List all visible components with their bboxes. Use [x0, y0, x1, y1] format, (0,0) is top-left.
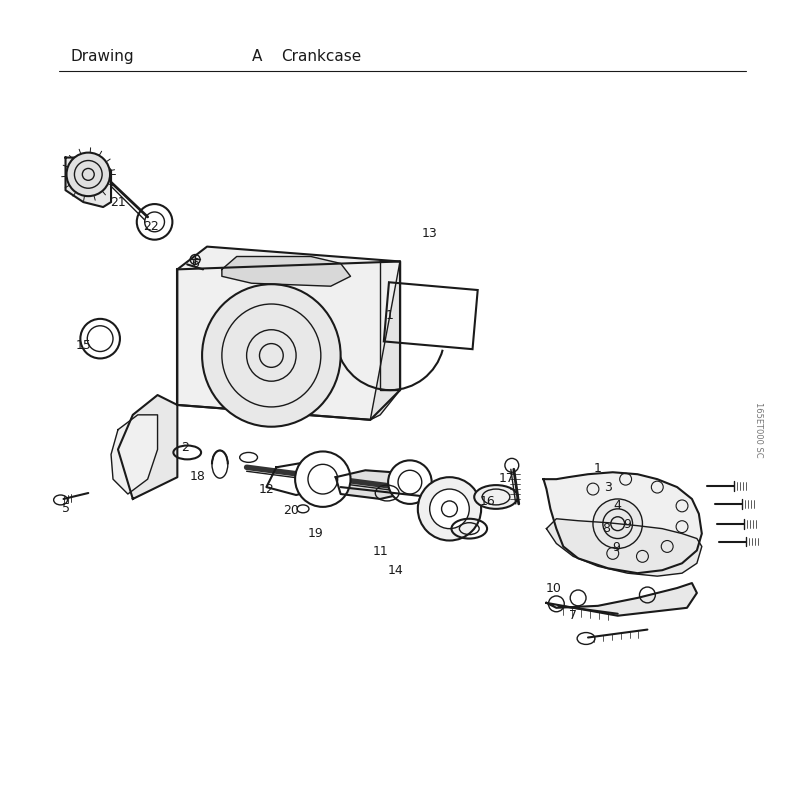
Text: 15: 15: [75, 339, 91, 352]
Polygon shape: [336, 470, 420, 499]
Text: 19: 19: [308, 527, 324, 540]
Text: 5: 5: [62, 502, 70, 515]
Polygon shape: [118, 395, 178, 499]
Text: 22: 22: [142, 220, 158, 234]
Text: 6: 6: [191, 257, 199, 270]
Bar: [384, 282, 478, 349]
Ellipse shape: [430, 489, 470, 529]
Text: 20: 20: [283, 504, 299, 518]
Text: 12: 12: [258, 482, 274, 495]
Text: 8: 8: [602, 522, 610, 535]
Text: 14: 14: [387, 564, 403, 577]
Ellipse shape: [295, 451, 350, 507]
Ellipse shape: [593, 499, 642, 549]
Text: 18: 18: [189, 470, 205, 482]
Text: 21: 21: [110, 195, 126, 209]
Text: 1: 1: [594, 462, 602, 474]
Text: 16: 16: [479, 495, 495, 509]
Text: 9: 9: [624, 518, 631, 531]
Text: 3: 3: [604, 481, 612, 494]
Polygon shape: [266, 462, 336, 495]
Ellipse shape: [202, 284, 341, 426]
Ellipse shape: [66, 153, 110, 196]
Polygon shape: [111, 415, 158, 494]
Ellipse shape: [474, 485, 518, 509]
Ellipse shape: [418, 477, 481, 541]
Polygon shape: [546, 518, 702, 576]
Text: Drawing: Drawing: [70, 49, 134, 64]
Polygon shape: [222, 257, 350, 286]
Text: 4: 4: [614, 499, 622, 512]
Polygon shape: [370, 262, 400, 420]
Text: 11: 11: [372, 545, 388, 558]
Text: 10: 10: [546, 582, 562, 594]
Text: 1: 1: [386, 310, 394, 322]
Text: A: A: [251, 49, 262, 64]
Polygon shape: [546, 583, 697, 616]
Ellipse shape: [74, 161, 102, 188]
Text: 165ET000 SC: 165ET000 SC: [754, 402, 762, 458]
Text: 2: 2: [182, 441, 189, 454]
Text: 9: 9: [612, 541, 620, 554]
Text: 7: 7: [569, 610, 577, 622]
Ellipse shape: [388, 460, 432, 504]
Text: Crankcase: Crankcase: [282, 49, 362, 64]
Polygon shape: [178, 246, 400, 420]
Text: 17: 17: [499, 472, 515, 485]
Polygon shape: [66, 158, 111, 207]
Polygon shape: [543, 472, 702, 573]
Text: 13: 13: [422, 227, 438, 240]
